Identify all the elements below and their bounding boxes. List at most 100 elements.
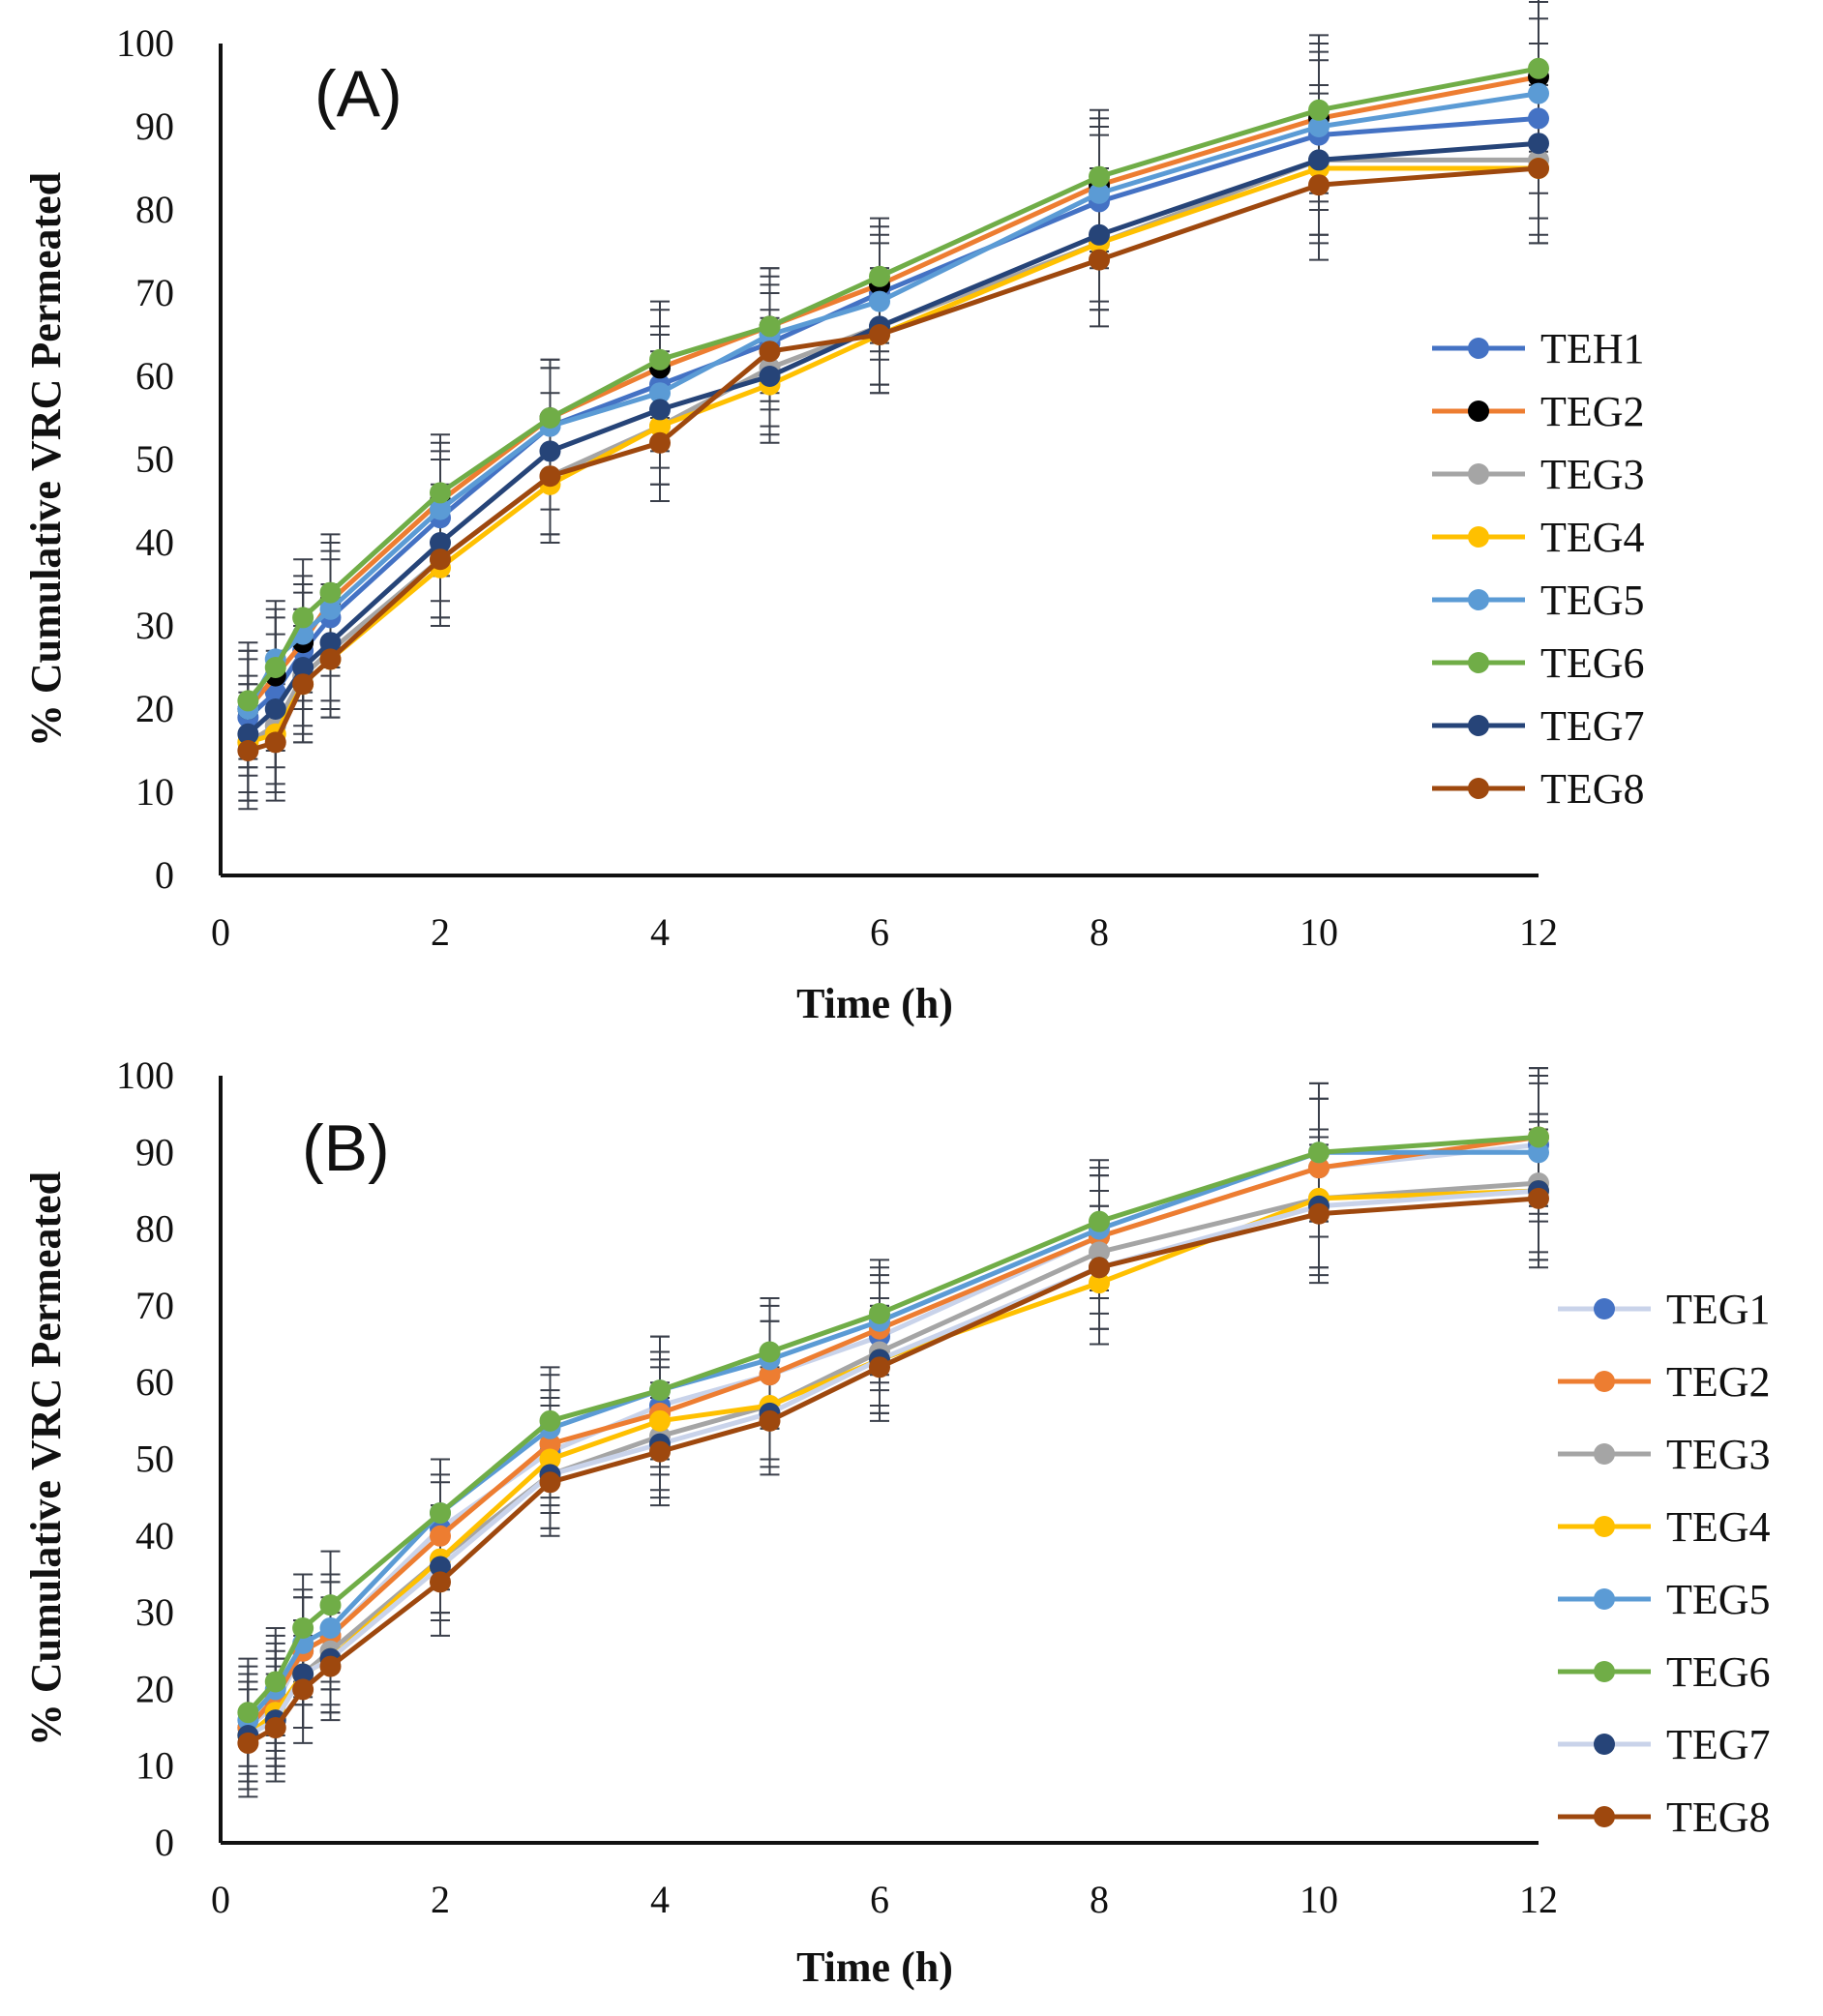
data-point [539, 465, 561, 488]
legend-swatch-marker [1594, 1588, 1615, 1610]
data-point [237, 690, 259, 712]
data-point [759, 1341, 781, 1363]
data-point [649, 1409, 671, 1432]
series-teg2 [237, 1126, 1549, 1739]
data-point [1089, 1272, 1110, 1294]
y-tick-label: 40 [135, 1514, 174, 1557]
y-tick-label: 50 [135, 1438, 174, 1481]
legend-item: TEG5 [1558, 1576, 1771, 1623]
x-tick-label: 8 [1090, 910, 1109, 954]
data-point [237, 1702, 259, 1724]
data-point [292, 1678, 314, 1701]
panel-label: (A) [314, 57, 403, 131]
legend-item: TEG2 [1432, 388, 1645, 435]
data-point [869, 290, 890, 312]
legend-item: TEG5 [1432, 577, 1645, 624]
data-point [649, 399, 671, 421]
x-tick-label: 0 [211, 1878, 230, 1921]
data-point [649, 1440, 671, 1463]
data-point [430, 532, 451, 553]
legend-label: TEG7 [1540, 702, 1645, 750]
data-point [1308, 116, 1330, 137]
series-teh1 [237, 107, 1549, 728]
y-tick-label: 30 [135, 1590, 174, 1634]
y-tick-label: 70 [135, 1284, 174, 1327]
y-tick-label: 80 [135, 188, 174, 231]
data-point [539, 1433, 561, 1455]
series-teg6 [237, 57, 1549, 712]
legend-label: TEG5 [1540, 577, 1645, 624]
y-tick-label: 20 [135, 687, 174, 730]
series-teg7 [237, 1179, 1549, 1746]
x-tick-label: 6 [870, 910, 889, 954]
x-axis-title: Time (h) [796, 980, 953, 1027]
data-point [430, 1571, 451, 1593]
legend-item: TEG1 [1558, 1286, 1771, 1333]
data-point [319, 1655, 342, 1677]
legend: TEG1 TEG2 TEG3 TEG4 TEG5 TEG6 TEG7 TEG8 [1558, 1286, 1771, 1841]
data-point [1528, 158, 1549, 179]
legend: TEH1 TEG2 TEG3 TEG4 TEG5 TEG6 TEG7 TEG8 [1432, 325, 1645, 813]
data-point [1089, 1210, 1110, 1232]
data-point [292, 607, 314, 629]
data-point [264, 731, 286, 754]
y-tick-label: 100 [116, 21, 174, 65]
data-point [237, 1732, 259, 1754]
legend-swatch-marker [1468, 652, 1489, 673]
x-tick-label: 10 [1300, 1878, 1338, 1921]
series-line [246, 1134, 1539, 1714]
legend-item: TEG4 [1432, 514, 1645, 561]
y-tick-label: 20 [135, 1667, 174, 1710]
data-point [1528, 1126, 1549, 1148]
y-tick-label: 100 [116, 1053, 174, 1097]
x-axis-title: Time (h) [796, 1943, 953, 1991]
data-point [649, 382, 671, 404]
data-point [869, 1356, 890, 1379]
legend-swatch-marker [1594, 1443, 1615, 1465]
data-point [539, 1471, 561, 1494]
data-point [319, 1594, 342, 1616]
data-point [869, 324, 890, 345]
series-line [247, 1196, 1539, 1746]
y-tick-label: 40 [135, 520, 174, 564]
y-tick-label: 60 [135, 354, 174, 398]
data-point [759, 366, 781, 387]
chart-panel-a: 0 10 20 30 40 50 60 70 80 90 100 0 2 4 6 8 10 12 Time (h)%… [22, 0, 1645, 1027]
y-tick-label: 10 [135, 770, 174, 814]
data-point [1528, 1187, 1549, 1209]
data-point [759, 1364, 781, 1386]
data-point [430, 548, 451, 571]
x-tick-label: 0 [211, 910, 230, 954]
data-point [649, 431, 671, 454]
legend-swatch-marker [1594, 1298, 1615, 1319]
x-tick-label: 10 [1300, 910, 1338, 954]
data-point [1528, 82, 1549, 104]
data-point [759, 315, 781, 338]
x-tick-label: 2 [431, 910, 450, 954]
series-teg6 [237, 1126, 1549, 1724]
data-point [649, 415, 671, 437]
legend-label: TEG5 [1666, 1576, 1771, 1623]
legend-item: TEH1 [1432, 325, 1645, 372]
legend-item: TEG4 [1558, 1503, 1771, 1551]
series-line [246, 1134, 1539, 1730]
legend-swatch-marker [1594, 1661, 1615, 1682]
legend-swatch-marker [1594, 1734, 1615, 1755]
legend-label: TEH1 [1540, 325, 1645, 372]
x-tick-label: 4 [650, 910, 670, 954]
y-tick-label: 60 [135, 1360, 174, 1404]
data-point [292, 1663, 314, 1685]
data-point [430, 1556, 451, 1578]
legend-label: TEG1 [1666, 1286, 1771, 1333]
series-teg5 [237, 82, 1549, 720]
data-point [1308, 1157, 1330, 1179]
series-line [247, 165, 1539, 754]
data-point [264, 1671, 286, 1693]
y-tick-label: 70 [135, 271, 174, 314]
y-axis-title: % Cumulative VRC Permeated [22, 172, 70, 747]
x-tick-label: 4 [650, 1878, 670, 1921]
series-line [247, 1188, 1539, 1738]
y-tick-label: 10 [135, 1744, 174, 1788]
data-point [649, 1379, 671, 1402]
legend-label: TEG4 [1540, 514, 1645, 561]
